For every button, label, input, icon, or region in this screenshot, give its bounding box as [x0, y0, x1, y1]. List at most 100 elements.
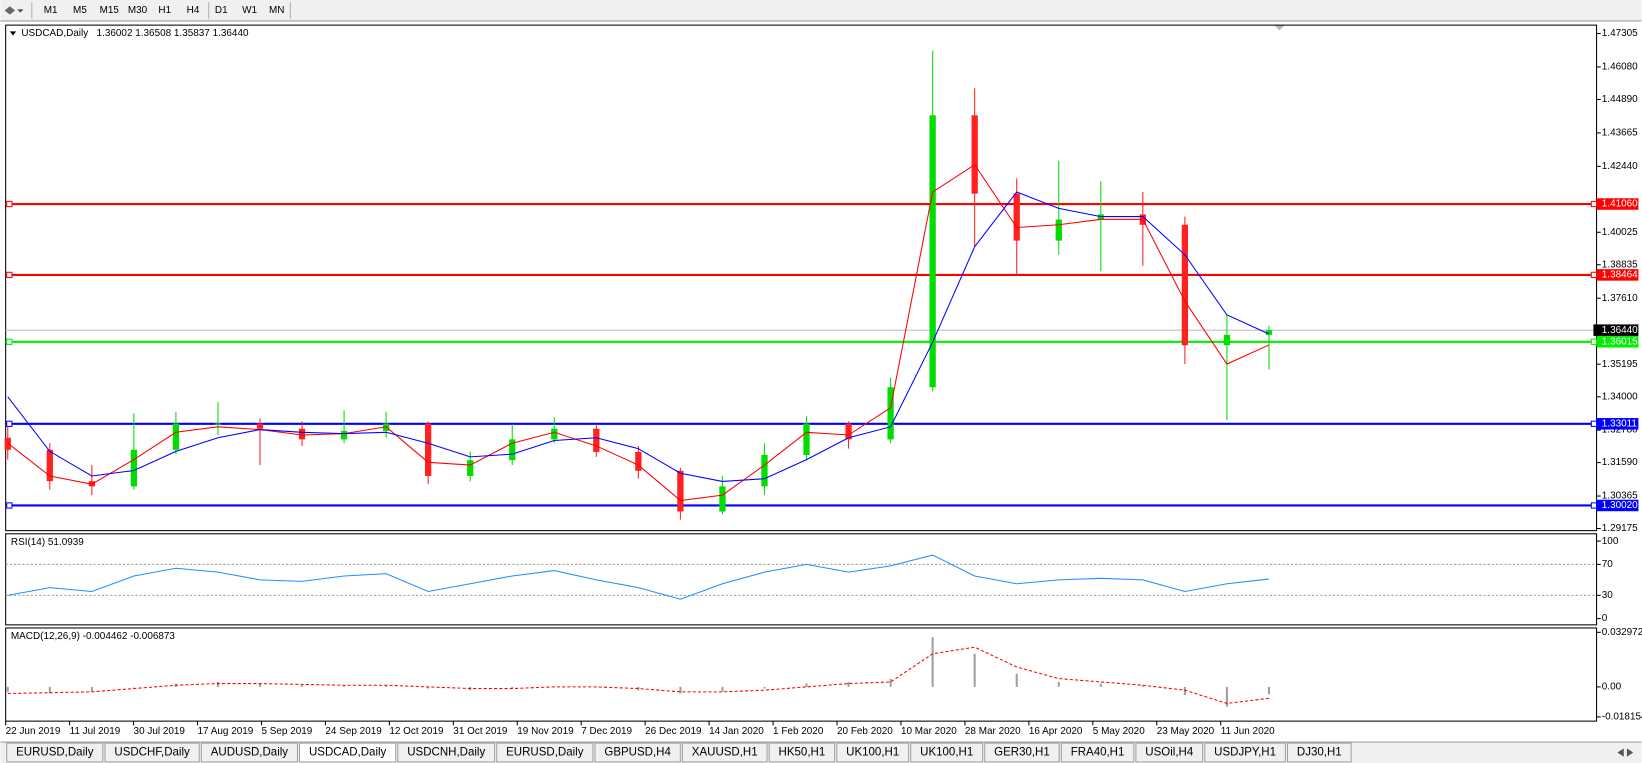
- macd-bar: [1267, 686, 1271, 695]
- tab-label[interactable]: USOil,H4: [1145, 747, 1194, 759]
- tab-label[interactable]: AUDUSD,Daily: [211, 747, 289, 759]
- tab-label[interactable]: GBPUSD,H4: [604, 747, 671, 759]
- tab[interactable]: [496, 742, 594, 763]
- tab-label[interactable]: UK100,H1: [920, 747, 973, 759]
- tab[interactable]: [299, 742, 397, 763]
- tab-label[interactable]: XAUUSD,H1: [692, 747, 758, 759]
- tab[interactable]: [1060, 742, 1135, 763]
- macd-bar: [216, 681, 220, 687]
- candle-body: [551, 428, 558, 440]
- x-tick-label: 24 Sep 2019: [325, 726, 382, 737]
- tab[interactable]: [104, 742, 200, 763]
- tab[interactable]: [1204, 742, 1286, 763]
- macd-bar: [1015, 673, 1018, 687]
- tab-label[interactable]: FRA40,H1: [1071, 747, 1125, 759]
- timeframe-button[interactable]: M15: [100, 5, 120, 16]
- macd-bar: [763, 686, 766, 689]
- toolbar-icon[interactable]: [4, 6, 16, 15]
- candle-body: [1223, 334, 1231, 346]
- tab[interactable]: [836, 742, 910, 763]
- tab[interactable]: [1286, 742, 1352, 763]
- level-tag: [1596, 269, 1639, 281]
- tab[interactable]: [681, 742, 768, 763]
- x-tick-label: 28 Mar 2020: [965, 726, 1021, 737]
- tab[interactable]: [984, 742, 1060, 763]
- x-tick-label: 7 Dec 2019: [581, 726, 632, 737]
- tab-label[interactable]: HK50,H1: [779, 747, 826, 759]
- timeframe-button[interactable]: M30: [128, 5, 148, 16]
- tab-label[interactable]: USDCNH,Daily: [407, 747, 485, 759]
- macd-bar: [300, 685, 304, 687]
- y-tick-label: 1.32780: [1602, 425, 1638, 436]
- level-label: 1.36015: [1602, 336, 1638, 347]
- level-tag: [1596, 198, 1639, 210]
- x-tick-label: 12 Oct 2019: [389, 726, 444, 737]
- y-tick-label: 0.032972: [1602, 627, 1642, 638]
- timeframe-button[interactable]: M5: [73, 5, 87, 16]
- tab[interactable]: [768, 742, 836, 763]
- candle-body: [130, 449, 138, 487]
- timeframe-button[interactable]: H1: [158, 5, 171, 16]
- level-handle: [1590, 502, 1598, 509]
- y-tick-label: 1.30365: [1602, 491, 1638, 502]
- candle-body: [425, 423, 432, 476]
- level-handle: [1590, 200, 1598, 208]
- last-price-tag: [1593, 324, 1639, 336]
- macd-bar: [132, 686, 135, 688]
- last-price-label: 1.36440: [1602, 325, 1638, 336]
- candle-body: [214, 423, 222, 425]
- candle-body: [1265, 330, 1273, 335]
- x-tick-label: 1 Feb 2020: [773, 726, 824, 737]
- tab-label[interactable]: USDCAD,Daily: [309, 747, 387, 759]
- macd-bar: [1099, 683, 1102, 687]
- timeframe-button[interactable]: H4: [187, 5, 200, 16]
- timeframe-button[interactable]: W1: [242, 5, 257, 16]
- panel: [5, 533, 1598, 626]
- macd-bar: [258, 683, 262, 687]
- tab[interactable]: [200, 742, 299, 763]
- tab[interactable]: [1135, 742, 1204, 763]
- x-tick-label: 14 Jan 2020: [709, 726, 764, 737]
- macd-bar: [1057, 681, 1060, 687]
- x-tick-label: 19 Nov 2019: [517, 726, 574, 737]
- macd-bar: [973, 653, 976, 687]
- tab-label[interactable]: DJ30,H1: [1297, 747, 1342, 759]
- tab-label[interactable]: USDCHF,Daily: [114, 747, 190, 759]
- level-label: 1.41060: [1602, 199, 1638, 210]
- tab-label[interactable]: EURUSD,Daily: [506, 747, 584, 759]
- tab[interactable]: [594, 742, 681, 763]
- level-label: 1.30020: [1602, 500, 1638, 511]
- level-handle: [6, 420, 13, 427]
- macd-bar: [90, 686, 93, 692]
- y-tick-label: -0.018154: [1602, 712, 1642, 723]
- level-handle: [6, 271, 13, 279]
- level-handle: [6, 502, 13, 509]
- tab[interactable]: [6, 742, 104, 763]
- timeframe-button[interactable]: MN: [269, 5, 284, 16]
- moving-average: [7, 191, 1270, 482]
- macd-bar: [427, 686, 430, 689]
- tab-label[interactable]: UK100,H1: [846, 747, 899, 759]
- candle-body: [509, 439, 516, 461]
- macd-bar: [931, 637, 934, 687]
- tab-label[interactable]: USDJPY,H1: [1214, 747, 1276, 759]
- tab[interactable]: [910, 742, 984, 763]
- tab-label[interactable]: EURUSD,Daily: [16, 747, 94, 759]
- macd-bar: [1225, 686, 1228, 707]
- candle-body: [1181, 224, 1189, 346]
- tab-label[interactable]: GER30,H1: [994, 747, 1050, 759]
- tab-scroll[interactable]: [1617, 748, 1634, 757]
- tab[interactable]: [397, 742, 496, 763]
- x-tick-label: 26 Dec 2019: [645, 726, 702, 737]
- level-tag: [1596, 499, 1639, 512]
- timeframe-button[interactable]: M1: [44, 5, 58, 16]
- moving-average: [7, 163, 1270, 502]
- rsi-line: [7, 554, 1270, 600]
- candle-body: [635, 451, 642, 471]
- timeframe-button[interactable]: D1: [215, 5, 228, 16]
- toolbar-dropdown[interactable]: [17, 9, 24, 13]
- y-tick-label: 0.00: [1602, 682, 1622, 693]
- macd-bar: [48, 686, 51, 694]
